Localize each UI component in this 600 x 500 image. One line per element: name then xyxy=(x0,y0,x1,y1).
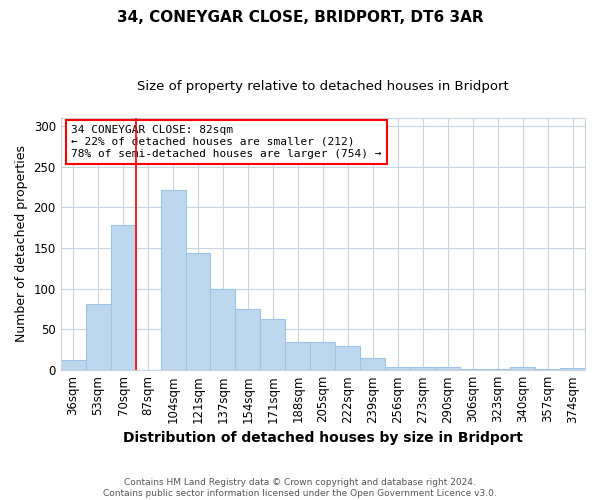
Text: 34, CONEYGAR CLOSE, BRIDPORT, DT6 3AR: 34, CONEYGAR CLOSE, BRIDPORT, DT6 3AR xyxy=(116,10,484,25)
X-axis label: Distribution of detached houses by size in Bridport: Distribution of detached houses by size … xyxy=(123,431,523,445)
Text: Contains HM Land Registry data © Crown copyright and database right 2024.
Contai: Contains HM Land Registry data © Crown c… xyxy=(103,478,497,498)
Bar xyxy=(161,190,185,370)
Bar xyxy=(435,367,460,370)
Bar xyxy=(86,304,110,370)
Bar xyxy=(211,289,235,370)
Bar xyxy=(335,346,360,370)
Bar xyxy=(185,253,211,370)
Bar xyxy=(110,226,136,370)
Y-axis label: Number of detached properties: Number of detached properties xyxy=(15,146,28,342)
Bar xyxy=(310,342,335,370)
Bar xyxy=(385,367,410,370)
Bar xyxy=(286,342,310,370)
Bar xyxy=(260,319,286,370)
Bar xyxy=(360,358,385,370)
Bar xyxy=(61,360,86,370)
Bar xyxy=(410,367,435,370)
Title: Size of property relative to detached houses in Bridport: Size of property relative to detached ho… xyxy=(137,80,509,93)
Text: 34 CONEYGAR CLOSE: 82sqm
← 22% of detached houses are smaller (212)
78% of semi-: 34 CONEYGAR CLOSE: 82sqm ← 22% of detach… xyxy=(71,126,382,158)
Bar xyxy=(510,367,535,370)
Bar xyxy=(560,368,585,370)
Bar xyxy=(235,309,260,370)
